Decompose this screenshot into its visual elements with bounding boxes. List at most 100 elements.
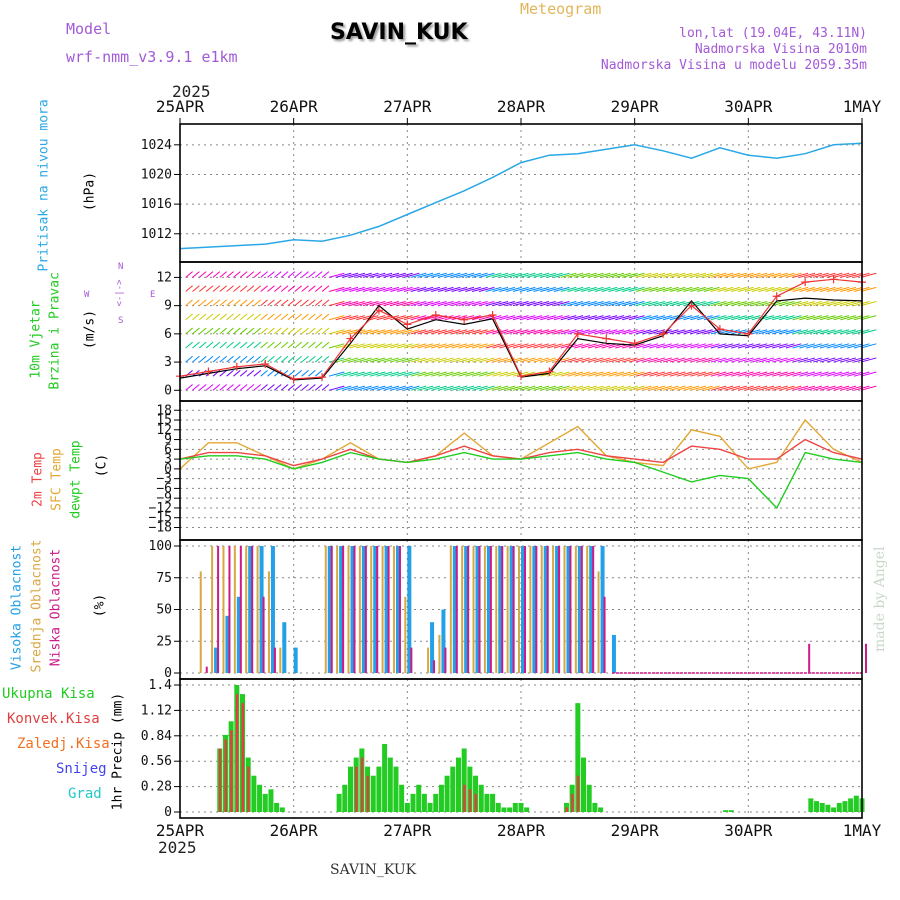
wind-barb [601,371,618,377]
cloud-bar [441,609,446,673]
wind-barb [431,272,447,278]
wind-speed-marker [829,275,838,284]
wind-barb [362,272,379,278]
wind-tick-label: 9 [164,299,172,314]
wind-barb [308,341,316,349]
wind-barb [328,315,345,321]
wind-barb [492,385,509,391]
wind-barb [792,385,809,391]
wind-barb [485,272,502,278]
wind-barb [390,371,406,377]
precip-conv-bar [571,793,574,812]
wind-barb [356,343,372,349]
wind-barb [833,286,850,293]
wind-barb [280,327,289,335]
wind-barb [294,299,303,307]
wind-barb [819,385,836,391]
wind-barb [581,315,597,321]
wind-barb [847,315,863,321]
wind-barb [390,286,406,293]
cloud-bar [597,571,600,673]
wind-barb [478,315,495,321]
wind-barb [349,286,365,293]
wind-barb [478,301,495,307]
wind-barb [622,272,638,278]
cloud-bar [273,647,276,673]
wind-barb [260,299,268,307]
wind-barb [280,299,289,307]
wind-label-1: 10m Vjetar [28,300,44,379]
wind-barb [594,385,611,391]
wind-barb [676,357,693,363]
day-label-bottom: 26APR [270,821,319,840]
precip-total-bar [853,795,859,812]
wind-barb [567,357,584,363]
wind-barb [390,385,406,391]
wind-barb [356,301,372,307]
day-label-bottom: 27APR [383,821,432,840]
wind-barb [587,272,604,278]
wind-barb [833,385,850,391]
precip-total-bar [370,775,376,812]
wind-barb [601,286,618,293]
day-label-top: 1MAY [843,97,882,116]
wind-barb [840,371,856,377]
cloud-bar [489,546,492,673]
wind-barb [785,385,802,391]
precip-total-bar [819,802,825,812]
precip-total-bar [592,802,598,812]
wind-barb [287,271,296,278]
wind-barb [362,286,379,293]
cloud-bar [577,546,582,673]
cloud-bar [239,546,242,673]
wind-barb [676,343,693,349]
wind-barb [717,343,734,349]
day-label-bottom: 1MAY [843,821,882,840]
temp-tick-label: 9 [164,433,172,448]
wind-barb [424,286,440,293]
wind-barb [403,343,420,349]
wind-barb [185,271,193,278]
cloud-tick-label: 50 [156,603,172,618]
wind-barb [444,357,461,363]
wind-barb [314,341,323,349]
wind-barb [185,313,193,321]
wind-barb [253,285,262,292]
wind-barb [772,272,788,278]
wind-barb [799,329,816,335]
wind-barb [676,371,693,377]
cloud-bar [211,546,214,673]
wind-barb [847,371,863,377]
wind-barb [212,299,221,307]
wind-barb [806,343,822,349]
wind-barb [594,272,611,278]
wind-barb [478,272,495,278]
wind-barb [376,301,393,307]
wind-barb [478,357,495,363]
wind-barb [478,286,495,293]
wind-barb [499,286,515,293]
wind-speed-marker [403,320,412,329]
wind-barb [512,385,529,391]
wind-barb [669,357,686,363]
precip-total-bar [438,784,444,812]
wind-barb [287,313,296,321]
day-label-bottom: 29APR [611,821,660,840]
wind-barb [615,371,631,377]
precip-total-bar [848,798,854,812]
cloud-bar [336,546,339,673]
cloud-bar [387,546,390,673]
wind-barb [826,385,843,391]
precip-total-bar [387,757,393,812]
precip-conv-bar [355,766,358,812]
wind-barb [778,272,795,278]
wind-barb [478,343,495,349]
wind-barb [581,357,597,363]
wind-barb [253,271,262,278]
cloud-bar [217,546,220,673]
cloud-bar [592,546,595,673]
cloud-bar [433,660,436,673]
wind-barb [335,357,352,363]
wind-barb [574,301,591,307]
wind-barb [226,355,234,363]
